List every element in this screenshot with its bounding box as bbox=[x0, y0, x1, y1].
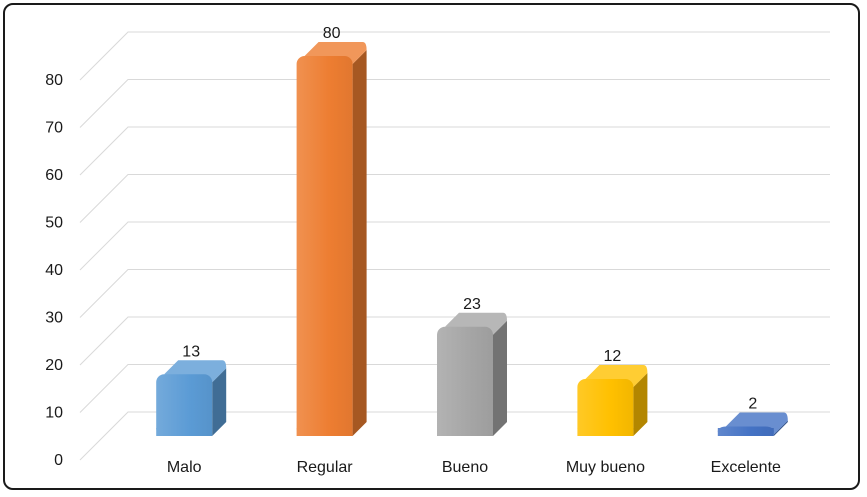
bar-front bbox=[437, 326, 493, 436]
gridline-70 bbox=[79, 79, 830, 128]
gridline-60 bbox=[79, 126, 830, 176]
y-tick-label: 0 bbox=[54, 452, 63, 469]
data-label: 23 bbox=[463, 296, 481, 313]
bars bbox=[156, 42, 788, 436]
data-label: 2 bbox=[748, 396, 757, 413]
bar-malo bbox=[156, 360, 227, 436]
data-label: 80 bbox=[323, 25, 341, 42]
gridline-30 bbox=[79, 269, 830, 318]
y-tick-label: 30 bbox=[45, 310, 63, 327]
bar-bueno bbox=[437, 312, 507, 436]
gridline-20 bbox=[79, 316, 830, 366]
bar-side bbox=[773, 420, 788, 436]
bar-side bbox=[633, 373, 648, 436]
gridline-10 bbox=[79, 364, 830, 413]
bar-excelente bbox=[717, 412, 788, 436]
category-label: Malo bbox=[167, 459, 202, 476]
x-axis-categories: Malo Regular Bueno Muy bueno Excelente bbox=[167, 459, 781, 476]
bar-side bbox=[212, 368, 227, 436]
category-label: Muy bueno bbox=[566, 459, 645, 476]
category-label: Excelente bbox=[711, 459, 781, 476]
bar-base bbox=[156, 428, 213, 436]
bar-base bbox=[717, 428, 774, 436]
y-tick-label: 70 bbox=[45, 120, 63, 137]
bar-side bbox=[352, 50, 367, 436]
bar-muy-bueno bbox=[577, 365, 648, 436]
category-label: Regular bbox=[297, 459, 354, 476]
gridline-50 bbox=[79, 174, 830, 223]
bar-regular bbox=[296, 42, 367, 436]
bar-front bbox=[296, 56, 353, 436]
y-tick-label: 20 bbox=[45, 357, 63, 374]
gridline-80 bbox=[79, 31, 830, 81]
data-label: 12 bbox=[604, 348, 622, 365]
data-labels: 13 80 23 12 2 bbox=[182, 25, 757, 413]
bar-base bbox=[296, 428, 353, 436]
data-label: 13 bbox=[182, 343, 200, 360]
gridline-40 bbox=[79, 221, 830, 271]
y-tick-label: 60 bbox=[45, 167, 63, 184]
chart-frame bbox=[3, 3, 860, 490]
y-tick-label: 40 bbox=[45, 262, 63, 279]
category-label: Bueno bbox=[442, 459, 488, 476]
bar-front bbox=[577, 379, 634, 436]
bar-side bbox=[493, 320, 507, 436]
bar-base bbox=[437, 428, 493, 436]
y-tick-label: 80 bbox=[45, 72, 63, 89]
y-tick-label: 10 bbox=[45, 405, 63, 422]
y-tick-label: 50 bbox=[45, 215, 63, 232]
y-axis-ticks: 0 10 20 30 40 50 60 70 80 bbox=[45, 72, 63, 469]
bar-front bbox=[156, 374, 213, 436]
bar-base bbox=[577, 428, 634, 436]
